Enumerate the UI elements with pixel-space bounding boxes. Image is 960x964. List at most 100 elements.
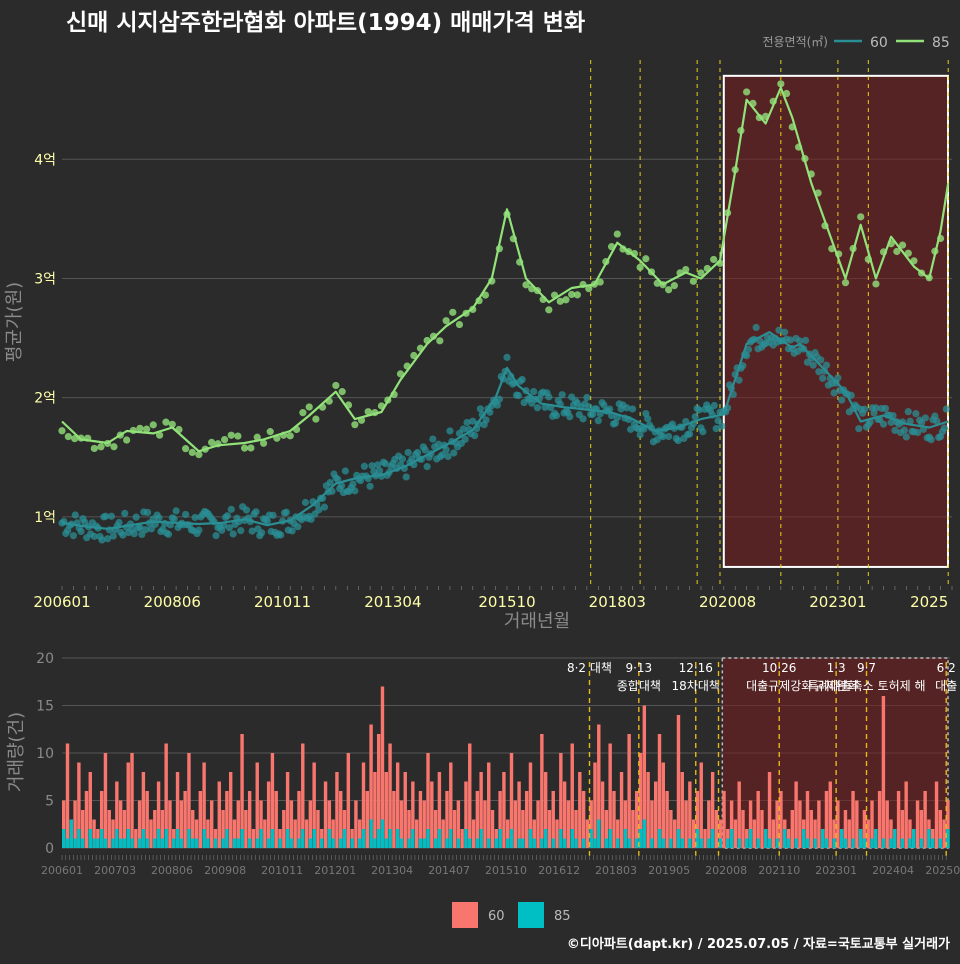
bar-60 bbox=[521, 810, 525, 848]
series-85-point bbox=[123, 436, 131, 444]
bar-60 bbox=[236, 800, 240, 848]
series-60-point bbox=[195, 526, 203, 534]
bar-60 bbox=[134, 829, 138, 848]
bar-85 bbox=[213, 838, 218, 848]
bottom-xtick-label: 200601 bbox=[41, 864, 83, 877]
bar-85 bbox=[380, 819, 385, 848]
series-60-point bbox=[242, 506, 251, 514]
bar-85 bbox=[426, 829, 430, 848]
bar-85 bbox=[688, 838, 692, 848]
series-60-point bbox=[940, 424, 948, 432]
bar-85 bbox=[312, 829, 316, 848]
series-60-point bbox=[107, 512, 116, 520]
bottom-xtick-label: 201201 bbox=[314, 864, 356, 877]
series-60-point bbox=[277, 531, 285, 539]
bar-60 bbox=[156, 781, 161, 848]
bar-60 bbox=[65, 743, 70, 848]
bar-60 bbox=[107, 810, 111, 848]
bar-60 bbox=[543, 772, 548, 848]
bar-85 bbox=[202, 829, 206, 848]
bar-60 bbox=[411, 781, 415, 848]
series-60-point bbox=[288, 527, 296, 535]
series-85-point bbox=[58, 427, 66, 435]
bar-85 bbox=[756, 838, 760, 848]
bar-60 bbox=[847, 819, 851, 848]
legend-bottom-85-label: 85 bbox=[554, 909, 571, 924]
bar-60 bbox=[688, 781, 692, 848]
series-60-point bbox=[566, 413, 574, 421]
bar-60 bbox=[244, 810, 248, 848]
bar-85 bbox=[130, 838, 134, 848]
bar-85 bbox=[103, 838, 108, 848]
bar-60 bbox=[650, 800, 654, 848]
event-label-name: 규제완화 bbox=[814, 679, 858, 693]
series-60-point bbox=[442, 446, 450, 454]
series-60-point bbox=[493, 401, 502, 409]
series-60-point bbox=[819, 374, 827, 382]
series-85-point bbox=[568, 290, 576, 299]
series-60-point bbox=[921, 414, 929, 422]
bar-85 bbox=[407, 838, 411, 848]
bar-60 bbox=[574, 810, 578, 848]
bar-85 bbox=[562, 838, 567, 848]
bar-60 bbox=[475, 791, 480, 848]
bottom-highlight-region bbox=[721, 657, 949, 849]
bar-60 bbox=[380, 686, 385, 848]
bottom-xtick-label: 200703 bbox=[94, 864, 136, 877]
series-60-point bbox=[223, 512, 232, 520]
bar-85 bbox=[342, 829, 347, 848]
bar-85 bbox=[289, 838, 294, 848]
series-85-point bbox=[90, 444, 98, 453]
series-85-point bbox=[364, 408, 372, 416]
series-60-point bbox=[434, 440, 443, 448]
bar-60 bbox=[635, 791, 639, 848]
bar-85 bbox=[532, 838, 536, 848]
bar-85 bbox=[623, 829, 628, 848]
bar-85 bbox=[574, 838, 578, 848]
bar-85 bbox=[608, 829, 612, 848]
bar-60 bbox=[361, 762, 366, 848]
bar-60 bbox=[904, 781, 908, 848]
bar-85 bbox=[912, 829, 916, 848]
top-xtick-label: 200601 bbox=[33, 593, 90, 611]
bar-85 bbox=[813, 838, 817, 848]
bar-60 bbox=[551, 791, 555, 848]
bar-85 bbox=[729, 829, 734, 848]
series-85-point bbox=[332, 381, 340, 390]
bar-85 bbox=[122, 838, 127, 848]
bar-60 bbox=[817, 800, 821, 848]
bar-85 bbox=[908, 838, 912, 848]
series-60-point bbox=[109, 532, 117, 540]
bar-85 bbox=[308, 838, 313, 848]
bar-85 bbox=[468, 838, 472, 848]
bar-60 bbox=[536, 800, 540, 848]
series-60-point bbox=[71, 511, 79, 519]
bottom-xtick-label: 202110 bbox=[758, 864, 800, 877]
series-85-point bbox=[429, 332, 438, 340]
bar-60 bbox=[73, 800, 77, 848]
bar-85 bbox=[528, 829, 533, 848]
bar-85 bbox=[737, 838, 741, 848]
bar-60 bbox=[263, 819, 267, 848]
bar-60 bbox=[399, 800, 404, 848]
bar-60 bbox=[722, 791, 726, 848]
series-85-point bbox=[436, 337, 444, 345]
series-85-point bbox=[97, 443, 105, 451]
bar-60 bbox=[103, 753, 108, 848]
series-60-point bbox=[164, 530, 173, 538]
bar-60 bbox=[445, 791, 449, 848]
series-85-point bbox=[442, 317, 450, 325]
bar-85 bbox=[339, 838, 343, 848]
bar-85 bbox=[384, 838, 388, 848]
series-60-point bbox=[227, 505, 235, 513]
bar-60 bbox=[896, 791, 901, 848]
bar-85 bbox=[297, 838, 301, 848]
bar-60 bbox=[562, 781, 567, 848]
bar-85 bbox=[320, 838, 324, 848]
bar-85 bbox=[680, 838, 684, 848]
bar-60 bbox=[422, 800, 426, 848]
bar-60 bbox=[153, 810, 157, 848]
bar-85 bbox=[748, 829, 753, 848]
bar-60 bbox=[805, 791, 810, 848]
top-xtick-label: 201510 bbox=[478, 593, 535, 611]
